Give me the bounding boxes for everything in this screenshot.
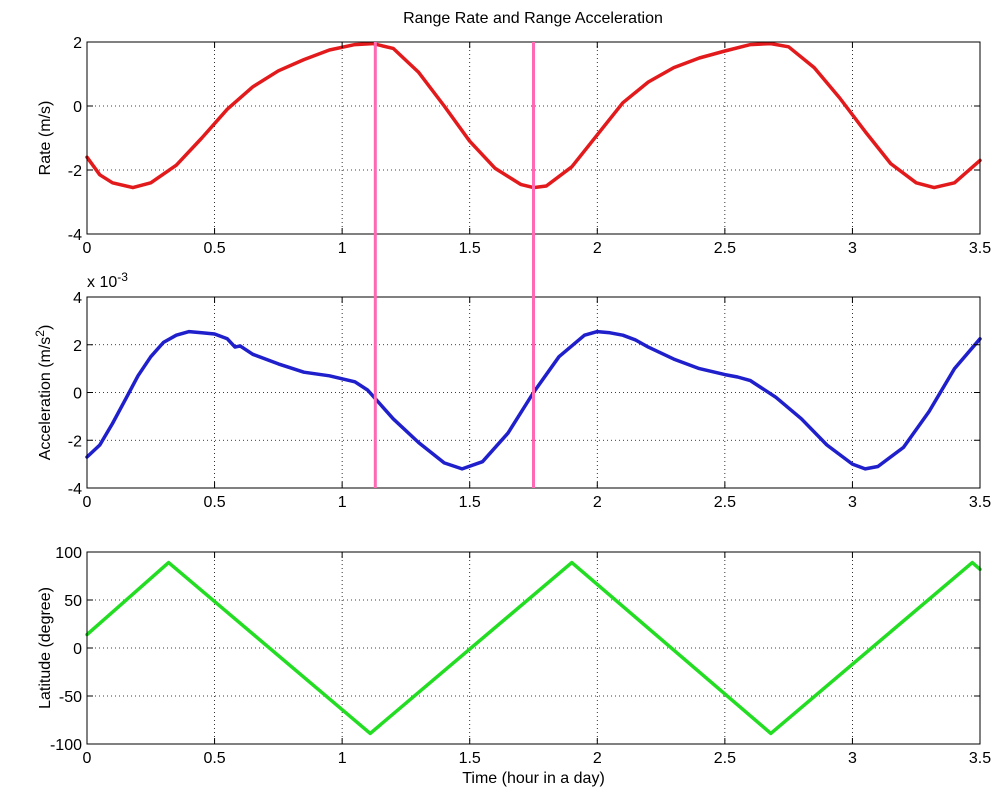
x-tick-label: 0 [83, 750, 92, 767]
x-tick-label: 2.5 [714, 750, 736, 767]
y-axis-label-tail: ) [37, 325, 54, 330]
y-tick-label: -4 [68, 227, 82, 244]
x-tick-label: 1 [338, 240, 347, 257]
y-axis-label-main: Acceleration (m/s [37, 337, 54, 461]
x-tick-label: 0.5 [203, 494, 225, 511]
y-tick-label: 0 [73, 386, 82, 403]
x-tick-label: 2 [593, 750, 602, 767]
x-tick-label: 0 [83, 240, 92, 257]
x-tick-label: 2.5 [714, 494, 736, 511]
y-tick-label: 2 [73, 338, 82, 355]
axis-exponent-label: x 10-3 [87, 270, 128, 291]
x-axis-label: Time (hour in a day) [462, 770, 605, 787]
x-tick-label: 3.5 [969, 494, 991, 511]
y-tick-label: -100 [50, 737, 82, 754]
y-tick-label: 50 [64, 593, 82, 610]
y-axis-label: Acceleration (m/s2) [33, 325, 54, 461]
y-tick-label: -2 [68, 163, 82, 180]
y-axis-label-superscript: 2 [33, 330, 47, 337]
x-tick-label: 3 [848, 750, 857, 767]
y-tick-label: 2 [73, 35, 82, 52]
x-tick-label: 2 [593, 494, 602, 511]
x-tick-label: 3.5 [969, 240, 991, 257]
subplot-2: 0 0.5 1 1.5 2 2.5 3 3.5 -4 -2 0 2 4 Acceleration (m/s… [33, 270, 991, 511]
x-tick-label: 1.5 [459, 240, 481, 257]
axis-exponent-power: -3 [117, 270, 128, 284]
x-tick-label: 2.5 [714, 240, 736, 257]
series-line-1 [85, 560, 982, 736]
y-axis-label: Latitude (degree) [37, 587, 54, 709]
x-tick-label: 2 [593, 240, 602, 257]
axis-exponent-base: x 10 [87, 274, 117, 291]
x-tick-label: 1.5 [459, 494, 481, 511]
subplot-1: 0 0.5 1 1.5 2 2.5 3 3.5 -4 -2 0 2 Rate (m/s) [37, 35, 991, 257]
y-tick-label: 100 [55, 545, 82, 562]
x-tick-label: 3 [848, 494, 857, 511]
series-line-1 [85, 329, 982, 471]
y-tick-label: 0 [73, 641, 82, 658]
y-tick-label: -50 [59, 689, 82, 706]
plot-area [87, 552, 980, 744]
y-tick-label: 4 [73, 290, 82, 307]
y-tick-label: -2 [68, 433, 82, 450]
series-line-1 [85, 41, 982, 190]
y-tick-label: 0 [73, 99, 82, 116]
figure-title: Range Rate and Range Acceleration [403, 10, 663, 27]
x-tick-label: 0 [83, 494, 92, 511]
x-tick-label: 0.5 [203, 240, 225, 257]
x-tick-label: 1 [338, 494, 347, 511]
x-tick-label: 3.5 [969, 750, 991, 767]
x-tick-label: 1 [338, 750, 347, 767]
x-tick-label: 1.5 [459, 750, 481, 767]
y-tick-label: -4 [68, 481, 82, 498]
y-axis-label: Rate (m/s) [37, 101, 54, 176]
x-tick-label: 0.5 [203, 750, 225, 767]
x-tick-label: 3 [848, 240, 857, 257]
subplot-3: 0 0.5 1 1.5 2 2.5 3 3.5 -100 -50 0 50 100 Latitude (d… [37, 545, 991, 787]
plots: 0 0.5 1 1.5 2 2.5 3 3.5 -4 -2 0 2 Rate (m/s) 0 0.5 1 1.5… [33, 35, 991, 787]
